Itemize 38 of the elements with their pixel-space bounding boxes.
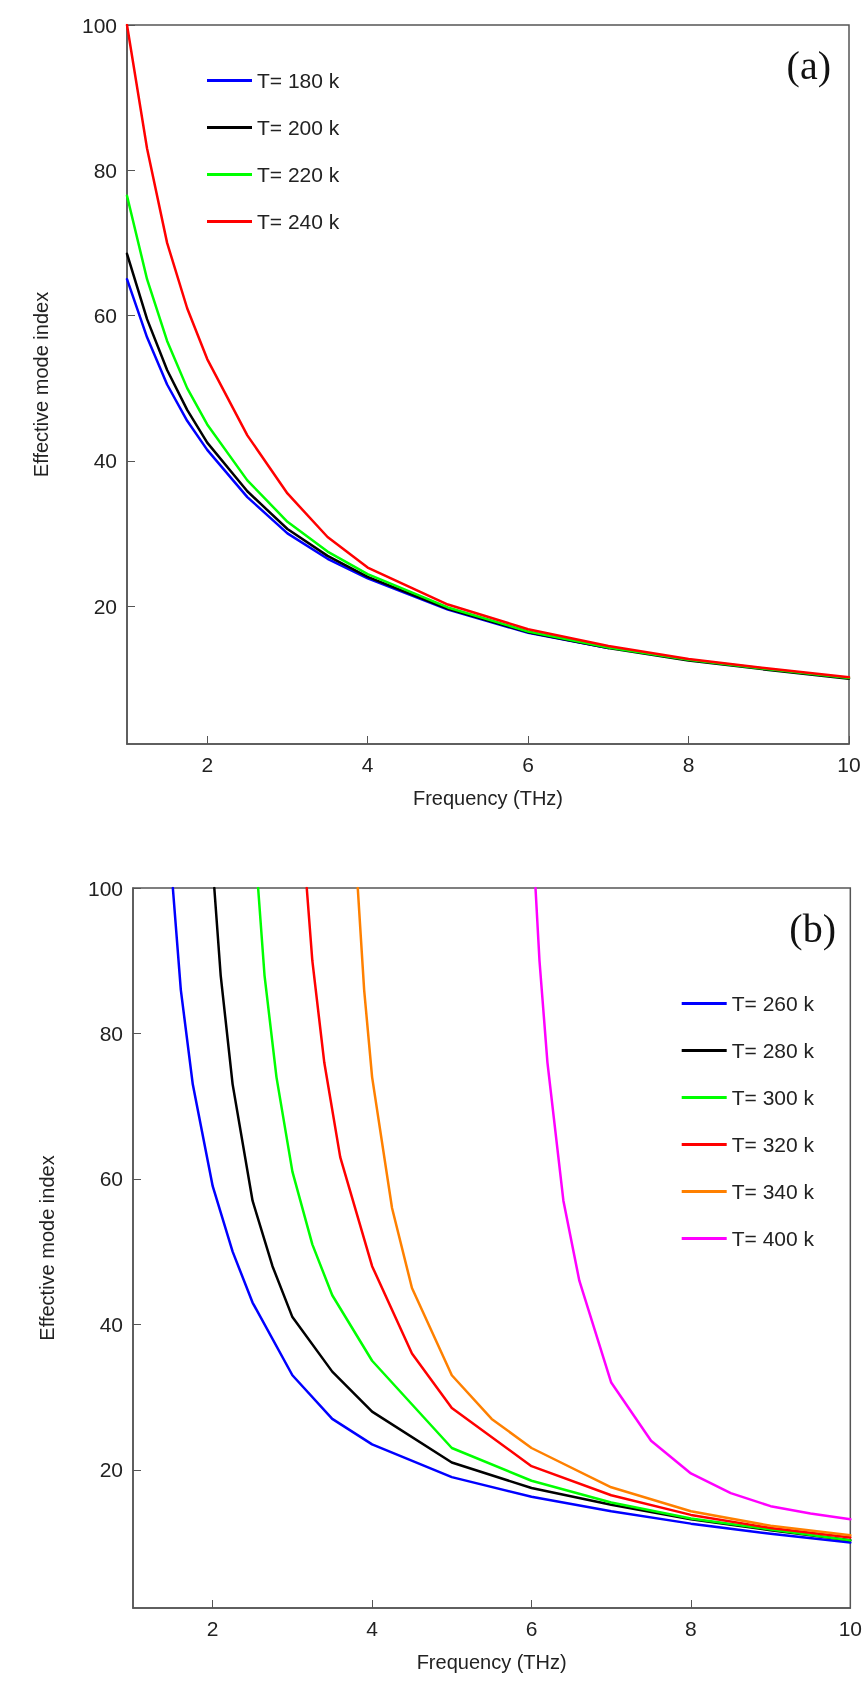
y-tick-label: 40 <box>93 449 117 473</box>
x-tick-label: 10 <box>837 753 861 776</box>
legend-label: T= 320 k <box>731 1133 815 1156</box>
legend-label: T= 340 k <box>731 1180 815 1203</box>
annotation: (b) <box>789 905 836 951</box>
legend-label: T= 240 k <box>257 210 340 233</box>
y-tick-label: 40 <box>99 1312 123 1336</box>
x-axis-title: Frequency (THz) <box>412 787 564 809</box>
line-series <box>125 23 851 679</box>
legend-label: T= 400 k <box>731 1227 815 1250</box>
annotation: (a) <box>786 42 832 88</box>
x-tick-label: 6 <box>522 753 534 776</box>
x-tick-label: 8 <box>682 753 695 776</box>
legend-label: T= 180 k <box>257 69 340 92</box>
x-tick-label: 2 <box>206 1617 219 1640</box>
line-series <box>534 886 852 1521</box>
y-tick-label: 100 <box>81 13 117 37</box>
legend-label: T= 260 k <box>731 992 815 1015</box>
x-axis-title: Frequency (THz) <box>416 1651 567 1673</box>
y-axis-title: Effective mode index <box>30 291 52 478</box>
y-tick-label: 20 <box>99 1458 123 1482</box>
y-axis-title: Effective mode index <box>36 1155 58 1341</box>
y-tick-label: 80 <box>99 1021 123 1045</box>
x-tick-label: 10 <box>838 1617 862 1640</box>
legend-label: T= 200 k <box>257 116 340 139</box>
x-tick-label: 2 <box>201 753 214 776</box>
legend-label: T= 220 k <box>257 163 340 186</box>
x-tick-label: 4 <box>361 753 374 776</box>
y-tick-label: 20 <box>93 594 117 618</box>
y-tick-label: 100 <box>87 876 123 900</box>
y-tick-label: 80 <box>93 158 117 182</box>
y-tick-label: 60 <box>93 304 117 328</box>
y-tick-label: 60 <box>99 1167 123 1191</box>
legend-label: T= 300 k <box>731 1086 815 1109</box>
x-tick-label: 8 <box>685 1617 697 1640</box>
x-tick-label: 6 <box>525 1617 538 1640</box>
legend-label: T= 280 k <box>731 1039 815 1062</box>
x-tick-label: 4 <box>366 1617 379 1640</box>
